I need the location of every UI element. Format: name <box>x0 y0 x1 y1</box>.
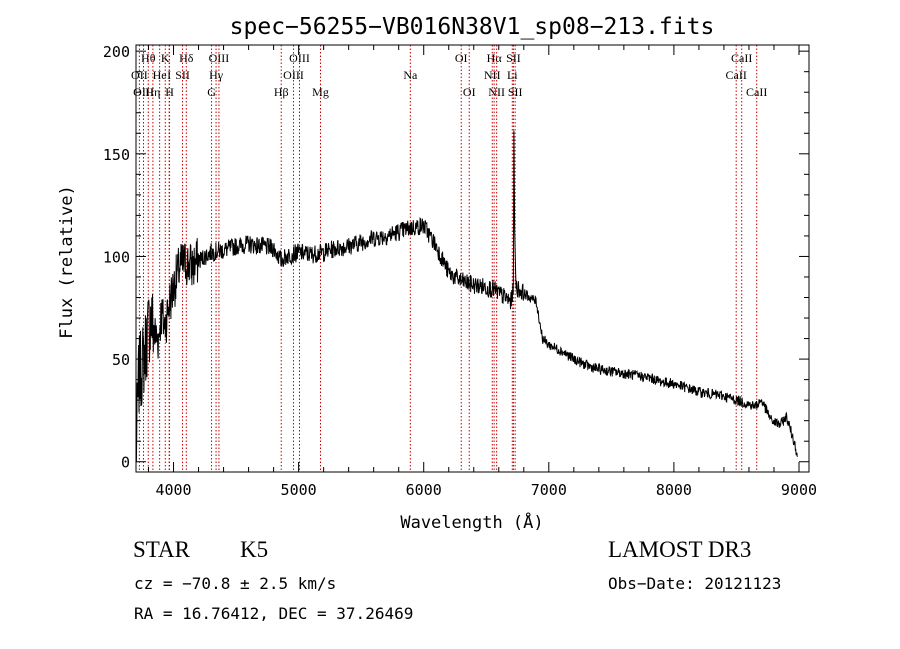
x-tick-label: 4000 <box>155 481 191 499</box>
line-marker-label: CaII <box>726 68 747 82</box>
y-tick-label: 100 <box>103 248 130 266</box>
line-marker-label: SII <box>508 85 523 99</box>
line-marker-label: NII <box>484 68 501 82</box>
line-marker-label: Hβ <box>274 85 289 99</box>
line-marker-label: K <box>161 51 170 65</box>
line-marker-label: G <box>207 85 216 99</box>
line-markers <box>138 45 758 472</box>
line-marker-label: Na <box>403 68 418 82</box>
line-marker-label: I <box>167 68 171 82</box>
line-marker-label: H <box>165 85 174 99</box>
line-marker-label: Li <box>507 68 518 82</box>
y-tick-label: 50 <box>112 351 130 369</box>
survey-name: LAMOST DR3 <box>608 537 752 562</box>
x-tick-label: 5000 <box>281 481 317 499</box>
y-tick-label: 150 <box>103 146 130 164</box>
series-layer <box>135 130 798 463</box>
line-marker-label: OIII <box>133 85 154 99</box>
line-marker-label: OI <box>463 85 476 99</box>
x-tick-label: 8000 <box>656 481 692 499</box>
line-marker-label: Hη <box>145 85 160 99</box>
coordinates-readout: RA = 16.76412, DEC = 37.26469 <box>134 604 414 623</box>
line-marker-label: Hα <box>487 51 503 65</box>
redshift-readout: cz = −70.8 ± 2.5 km/s <box>134 574 337 593</box>
y-axis-label: Flux (relative) <box>57 185 77 339</box>
spectral-subclass: K5 <box>240 537 269 562</box>
object-type: STAR <box>133 537 190 562</box>
line-marker-label: CaII <box>746 85 767 99</box>
line-marker-label: OI <box>455 51 468 65</box>
line-marker-label: Hδ <box>179 51 194 65</box>
line-marker-label: Mg <box>312 85 329 99</box>
line-marker-label: OIII <box>283 68 304 82</box>
axes: 4000 5000 6000 7000 8000 9000 0 50 100 150 200 <box>103 43 817 499</box>
x-tick-label: 9000 <box>781 481 817 499</box>
spectrum-line <box>135 130 798 463</box>
line-marker-label: Hθ <box>141 51 156 65</box>
line-marker-label: CaII <box>731 51 752 65</box>
line-marker-label: OIII <box>209 51 230 65</box>
observation-date: Obs−Date: 20121123 <box>608 574 782 593</box>
x-tick-label: 6000 <box>406 481 442 499</box>
x-axis-label: Wavelength (Å) <box>400 511 543 533</box>
line-marker-label: SII <box>175 68 190 82</box>
x-tick-label: 7000 <box>531 481 567 499</box>
line-marker-label: Hγ <box>209 68 224 82</box>
chart-title: spec−56255−VB016N38V1_sp08−213.fits <box>230 14 715 40</box>
line-marker-label: OIII <box>289 51 310 65</box>
y-tick-label: 200 <box>103 43 130 61</box>
line-marker-label: NII <box>488 85 505 99</box>
y-tick-label: 0 <box>121 454 130 472</box>
plot-frame <box>135 44 810 473</box>
line-marker-label: OII <box>131 68 148 82</box>
line-marker-label: He <box>153 68 167 82</box>
line-marker-label: SII <box>506 51 521 65</box>
